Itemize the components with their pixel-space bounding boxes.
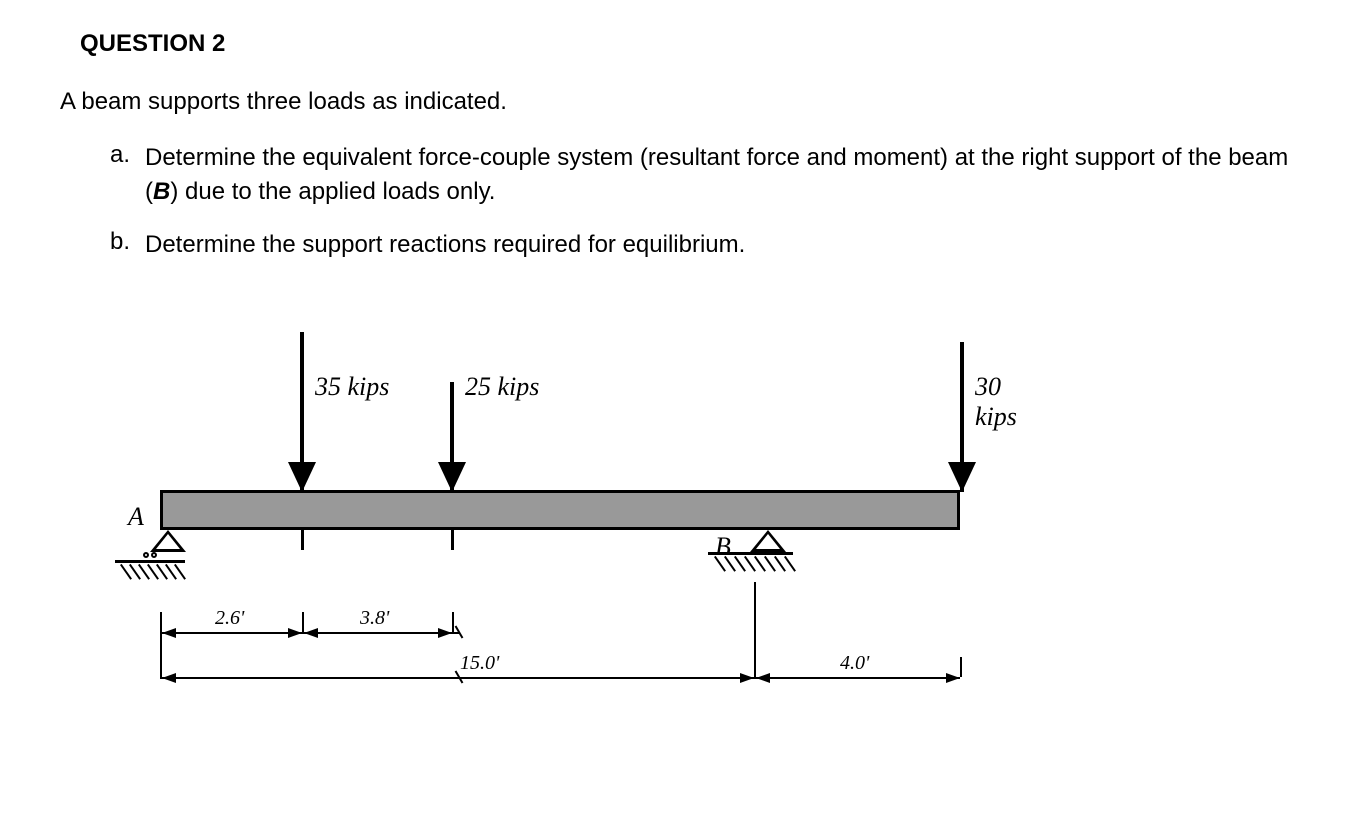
support-b bbox=[750, 530, 793, 574]
force-label-2: 25 kips bbox=[465, 372, 539, 402]
force-label-1: 35 kips bbox=[315, 372, 389, 402]
ground-hatch-icon bbox=[115, 560, 185, 582]
dim-extension-line bbox=[452, 612, 454, 632]
dim-arrow-icon bbox=[740, 673, 754, 683]
arrowhead-icon bbox=[438, 462, 466, 492]
dim-arrow-icon bbox=[946, 673, 960, 683]
question-item-b: b. Determine the support reactions requi… bbox=[110, 228, 1300, 262]
question-items: a. Determine the equivalent force-couple… bbox=[110, 141, 1300, 262]
roller-icon bbox=[132, 552, 168, 558]
question-item-a: a. Determine the equivalent force-couple… bbox=[110, 141, 1300, 208]
item-label-b: b. bbox=[110, 228, 135, 256]
dim-arrow-icon bbox=[162, 628, 176, 638]
dim-label-3-8: 3.8' bbox=[360, 607, 389, 630]
triangle-support-icon bbox=[750, 530, 786, 552]
arrowhead-icon bbox=[288, 462, 316, 492]
support-a bbox=[150, 530, 186, 582]
support-label-a: A bbox=[128, 502, 144, 532]
dim-extension-line bbox=[160, 612, 162, 677]
dim-label-15-0: 15.0' bbox=[460, 652, 499, 675]
item-label-a: a. bbox=[110, 141, 135, 169]
item-text-a: Determine the equivalent force-couple sy… bbox=[145, 141, 1300, 208]
dim-arrow-icon bbox=[288, 628, 302, 638]
force-label-3: 30 kips bbox=[975, 372, 1020, 432]
ground-hatch-icon bbox=[708, 552, 793, 574]
dim-arrow-icon bbox=[438, 628, 452, 638]
beam bbox=[160, 490, 960, 530]
question-header: QUESTION 2 bbox=[80, 30, 1300, 58]
force-tick bbox=[451, 530, 454, 550]
dim-arrow-icon bbox=[162, 673, 176, 683]
dim-extension-line bbox=[960, 657, 962, 677]
dim-arrow-icon bbox=[304, 628, 318, 638]
dim-extension-line bbox=[754, 582, 756, 677]
item-text-b: Determine the support reactions required… bbox=[145, 228, 745, 262]
intro-text: A beam supports three loads as indicated… bbox=[60, 88, 1300, 116]
arrowhead-icon bbox=[948, 462, 976, 492]
dim-label-2-6: 2.6' bbox=[215, 607, 244, 630]
beam-diagram: 35 kips 25 kips 30 kips A B bbox=[120, 282, 1020, 712]
dim-arrow-icon bbox=[756, 673, 770, 683]
force-tick bbox=[301, 530, 304, 550]
triangle-support-icon bbox=[150, 530, 186, 552]
dim-label-4-0: 4.0' bbox=[840, 652, 869, 675]
dim-line-lower bbox=[160, 677, 960, 679]
